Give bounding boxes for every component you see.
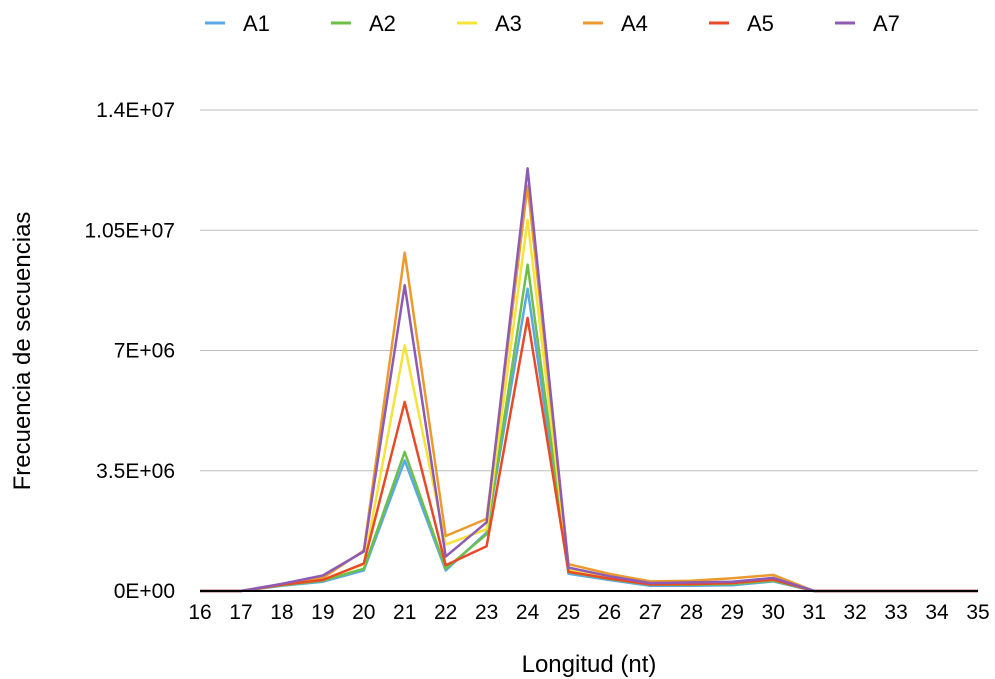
x-tick-label: 27 xyxy=(639,601,662,624)
x-tick-label: 20 xyxy=(352,601,375,624)
legend-label-a5: A5 xyxy=(747,11,774,36)
legend-label-a1: A1 xyxy=(243,11,270,36)
series-line-a2 xyxy=(200,263,978,593)
legend: A1 A2 A3 A4 A5 A7 xyxy=(205,11,900,36)
x-tick-label: 35 xyxy=(966,601,989,624)
x-tick-label: 25 xyxy=(557,601,580,624)
series-lines xyxy=(200,167,978,593)
legend-label-a2: A2 xyxy=(369,11,396,36)
x-axis-title: Longitud (nt) xyxy=(522,651,657,678)
gridlines xyxy=(200,109,978,472)
x-tick-label: 28 xyxy=(680,601,703,624)
y-tick-label: 3.5E+06 xyxy=(96,460,175,483)
legend-label-a7: A7 xyxy=(873,11,900,36)
series-line-a5 xyxy=(200,316,978,593)
x-tick-label: 31 xyxy=(803,601,826,624)
series-line-a3 xyxy=(200,218,978,593)
x-tick-label: 32 xyxy=(843,601,866,624)
x-tick-label: 17 xyxy=(229,601,252,624)
x-tick-label: 21 xyxy=(393,601,416,624)
x-tick-label: 24 xyxy=(516,601,540,624)
x-axis-ticks: 16 17 18 19 20 21 22 23 24 25 26 27 28 29 30 31 32 33 34 35 xyxy=(188,601,989,624)
x-tick-label: 19 xyxy=(311,601,334,624)
x-tick-label: 16 xyxy=(188,601,211,624)
x-tick-label: 33 xyxy=(884,601,907,624)
series-line-a4 xyxy=(200,184,978,593)
y-axis-title: Frecuencia de secuencias xyxy=(9,212,36,491)
y-tick-label: 1.05E+07 xyxy=(84,219,175,242)
x-tick-label: 34 xyxy=(925,601,949,624)
y-tick-label: 7E+06 xyxy=(114,340,175,363)
x-tick-label: 30 xyxy=(762,601,785,624)
x-tick-label: 23 xyxy=(475,601,498,624)
x-tick-label: 26 xyxy=(598,601,621,624)
x-tick-label: 22 xyxy=(434,601,457,624)
series-line-a1 xyxy=(200,287,978,593)
y-tick-label: 1.4E+07 xyxy=(96,99,175,122)
legend-label-a3: A3 xyxy=(495,11,522,36)
y-tick-label: 0E+00 xyxy=(114,580,175,603)
series-line-a7 xyxy=(200,167,978,593)
x-tick-label: 29 xyxy=(721,601,744,624)
x-tick-label: 18 xyxy=(270,601,293,624)
legend-label-a4: A4 xyxy=(621,11,648,36)
y-axis-ticks: 0E+00 3.5E+06 7E+06 1.05E+07 1.4E+07 xyxy=(84,99,175,603)
